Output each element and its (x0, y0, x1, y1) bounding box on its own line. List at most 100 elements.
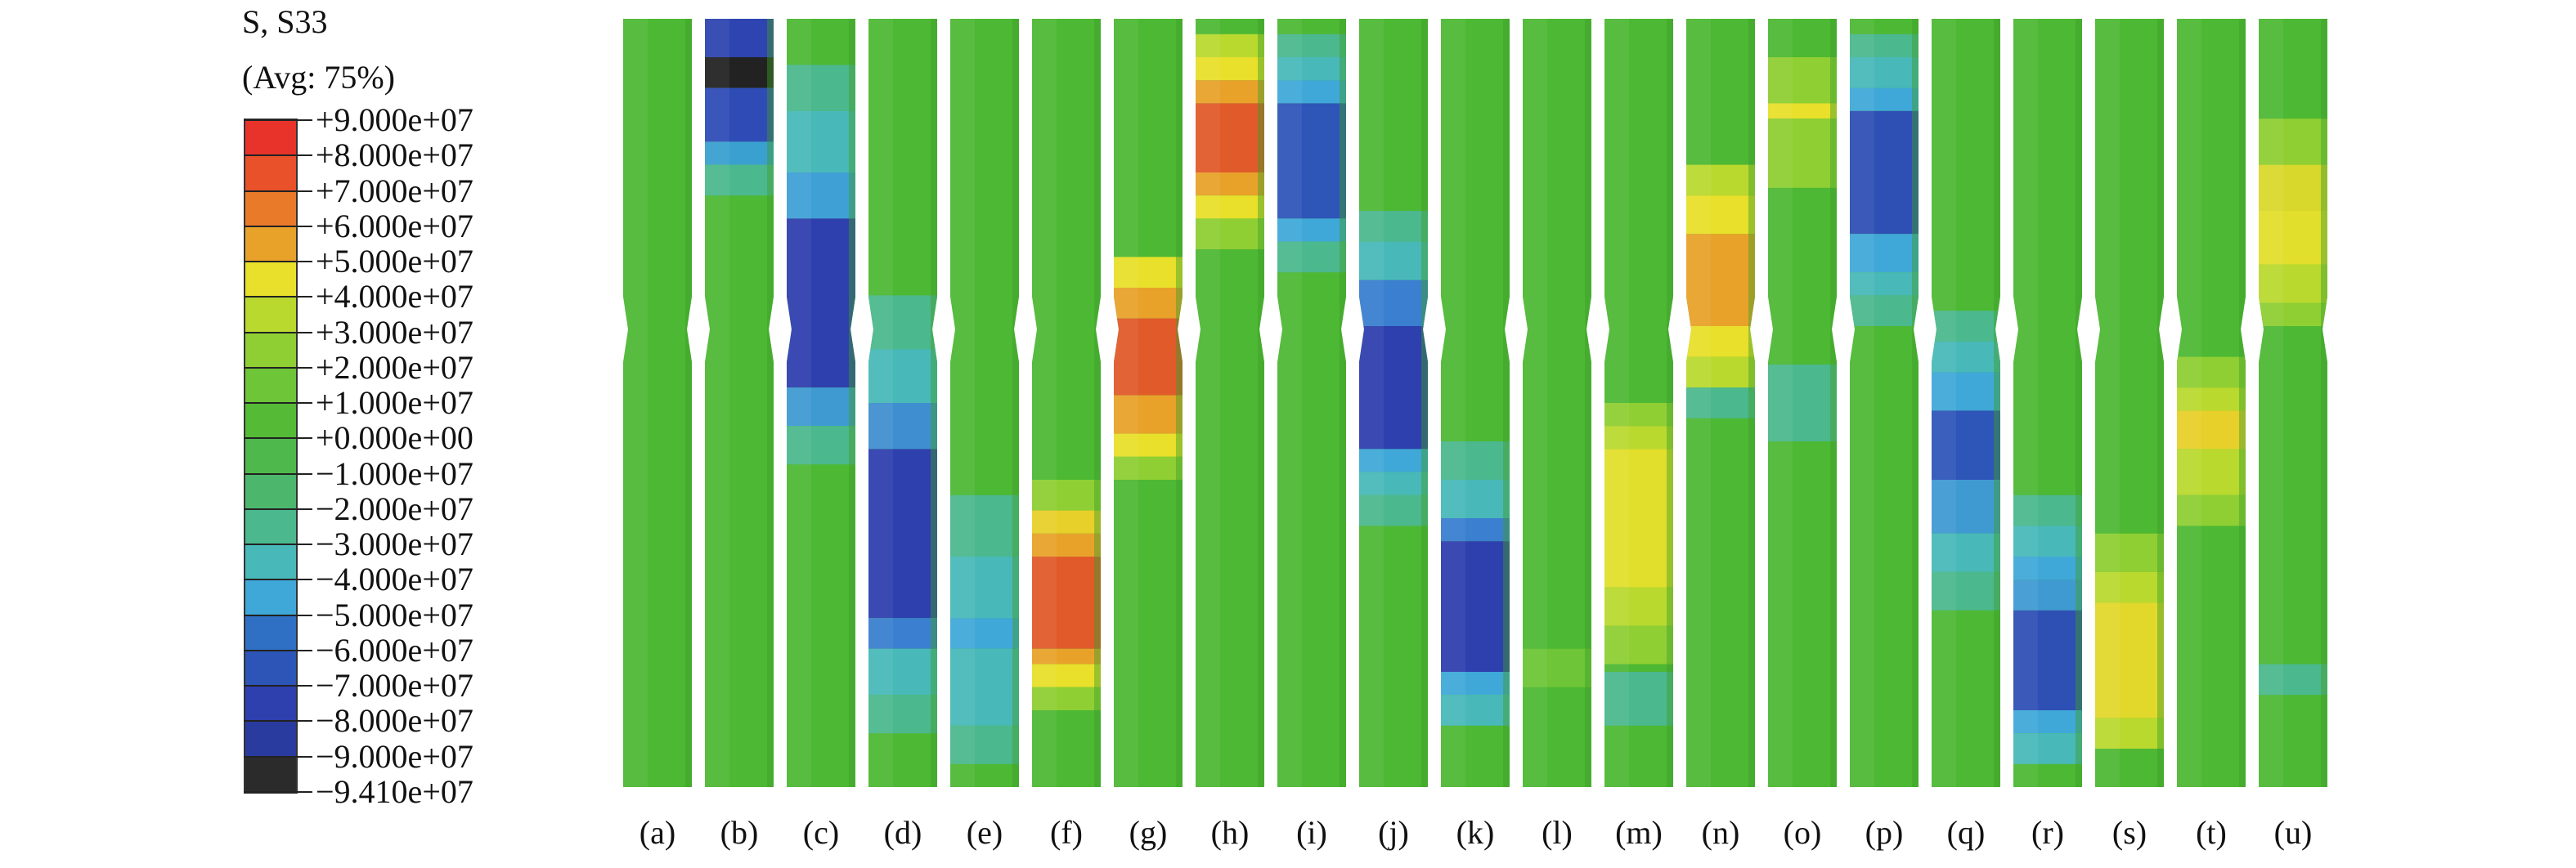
column-contour (705, 19, 774, 787)
column-contour (1768, 19, 1837, 787)
stress-band (1686, 356, 1755, 388)
column-label: (t) (2196, 814, 2227, 851)
legend-tick (244, 579, 312, 581)
column-highlight (2259, 19, 2283, 787)
stress-band (1196, 172, 1264, 196)
stress-band (1850, 272, 1919, 296)
column-shade (1585, 19, 1591, 787)
stress-band (1032, 557, 1101, 649)
column-contour (868, 19, 937, 787)
stress-band (2259, 264, 2327, 303)
stress-band (1277, 34, 1346, 57)
stress-band (950, 494, 1019, 557)
column-highlight (1523, 19, 1547, 787)
column-highlight (1359, 19, 1384, 787)
column-contour (2095, 19, 2164, 787)
specimen-column (868, 19, 937, 787)
stress-band (1604, 587, 1673, 626)
stress-band (1032, 480, 1101, 511)
column-label: (s) (2112, 814, 2147, 851)
legend-swatch (245, 332, 296, 368)
legend-subtitle: (Avg: 75%) (242, 59, 395, 96)
column-contour (1932, 19, 2000, 787)
specimen-column (1523, 19, 1591, 787)
column-highlight (1032, 19, 1057, 787)
stress-band (787, 65, 855, 111)
stress-band (1114, 395, 1183, 434)
column-highlight (623, 19, 648, 787)
stress-band (1441, 541, 1510, 672)
stress-band (1114, 456, 1183, 480)
stress-band (950, 618, 1019, 649)
column-shade (767, 19, 774, 787)
stress-band (1196, 103, 1264, 172)
stress-band (1359, 449, 1428, 472)
legend-swatch (245, 650, 296, 687)
stress-band (705, 141, 774, 165)
stress-band (1850, 57, 1919, 88)
column-highlight (787, 19, 811, 787)
column-label: (n) (1701, 814, 1740, 851)
specimen-column (1196, 19, 1264, 787)
stress-band (1114, 257, 1183, 288)
legend-swatch (245, 190, 296, 226)
column-label: (h) (1210, 814, 1250, 851)
column-shade (1421, 19, 1428, 787)
legend-tick-label: −8.000e+07 (316, 702, 473, 740)
stress-band (1932, 571, 2000, 611)
column-highlight (1850, 19, 1874, 787)
stress-band (1032, 648, 1101, 664)
stress-band (1604, 403, 1673, 427)
column-shade (1012, 19, 1019, 787)
stress-band (868, 349, 937, 403)
stress-band (1850, 295, 1919, 326)
stress-band (1932, 410, 2000, 480)
column-contour (1359, 19, 1428, 787)
column-shade (1176, 19, 1183, 787)
column-contour (1850, 19, 1919, 787)
stress-band (1523, 648, 1591, 687)
stress-band (1686, 234, 1755, 326)
legend-tick (244, 119, 312, 121)
column-contour (1604, 19, 1673, 787)
legend-swatch (245, 508, 296, 545)
column-shade (1994, 19, 2000, 787)
legend-tick-label: +0.000e+00 (316, 419, 473, 457)
specimen-column (623, 19, 692, 787)
specimen-column (787, 19, 855, 787)
legend-tick (244, 720, 312, 723)
stress-band (1359, 472, 1428, 495)
specimen-column (1604, 19, 1673, 787)
stress-band (2177, 356, 2246, 388)
legend-tick-label: −7.000e+07 (316, 667, 473, 705)
legend-swatch (245, 367, 296, 404)
stress-band (1441, 695, 1510, 726)
column-shade (1340, 19, 1346, 787)
specimen-column (2259, 19, 2327, 787)
legend-swatch (245, 544, 296, 580)
specimen-column (1850, 19, 1919, 787)
stress-band (1277, 241, 1346, 273)
stress-band (1850, 87, 1919, 111)
stress-band (1114, 433, 1183, 457)
stress-band (2259, 164, 2327, 211)
stress-band (787, 387, 855, 427)
stress-band (1850, 110, 1919, 235)
legend-swatch (245, 756, 296, 792)
legend-swatch (245, 155, 296, 191)
column-highlight (1604, 19, 1629, 787)
column-label: (r) (2031, 814, 2064, 851)
column-highlight (705, 19, 729, 787)
legend-swatch (245, 403, 296, 439)
column-label: (d) (883, 814, 922, 851)
column-highlight (1114, 19, 1138, 787)
legend-tick-label: −2.000e+07 (316, 490, 473, 527)
stress-band (1441, 441, 1510, 480)
stress-band (1441, 672, 1510, 696)
column-label: (p) (1865, 814, 1904, 851)
legend-tick-label: +5.000e+07 (316, 243, 473, 280)
legend-tick (244, 225, 312, 227)
legend-tick (244, 472, 312, 475)
stress-band (2177, 410, 2246, 450)
stress-band (1277, 218, 1346, 242)
